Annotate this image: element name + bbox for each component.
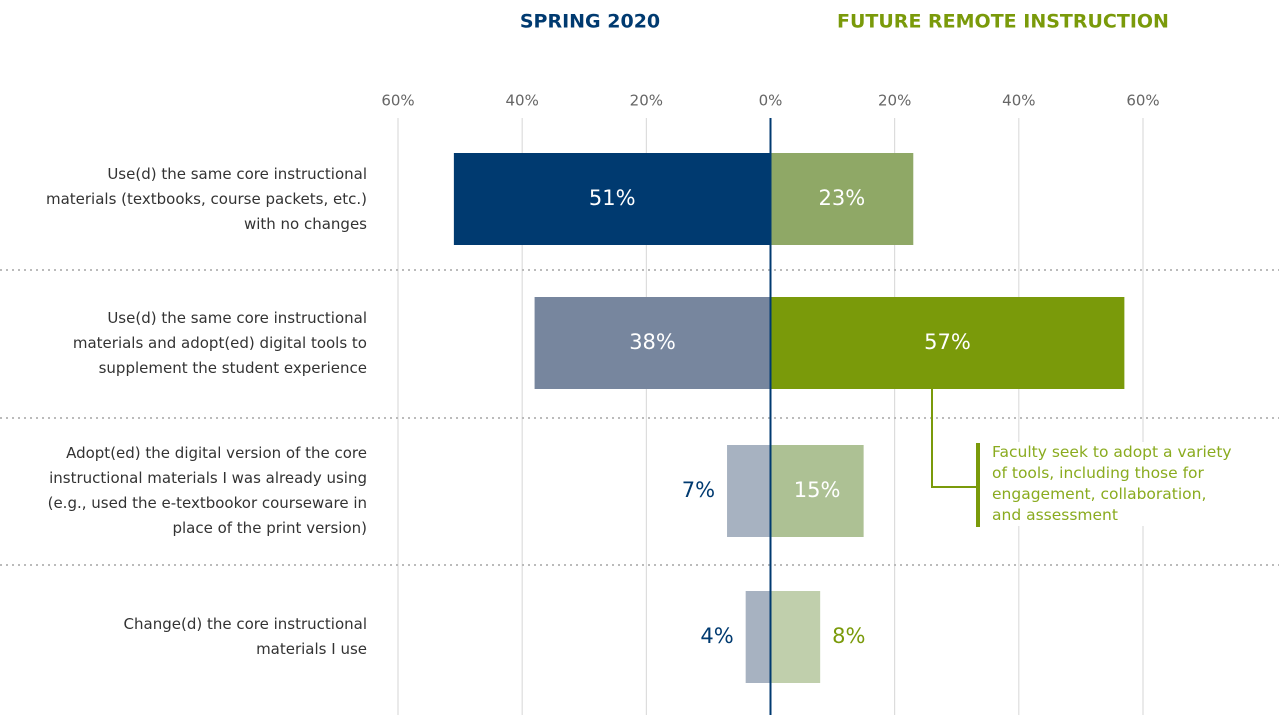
bar bbox=[453, 153, 771, 245]
bar bbox=[770, 297, 1125, 389]
x-tick-label: 0% bbox=[759, 92, 783, 110]
x-tick-label: 60% bbox=[1126, 92, 1159, 110]
bar bbox=[770, 445, 864, 537]
data-label: 15% bbox=[794, 478, 841, 502]
category-label: Use(d) the same core instructional mater… bbox=[72, 308, 367, 377]
data-label: 57% bbox=[924, 330, 971, 354]
bar bbox=[770, 153, 914, 245]
bar bbox=[745, 591, 771, 683]
x-tick-label: 40% bbox=[1002, 92, 1035, 110]
category-label: Use(d) the same core instructional mater… bbox=[45, 164, 367, 233]
bar bbox=[727, 445, 771, 537]
series-header: SPRING 2020 bbox=[520, 11, 660, 33]
x-tick-label: 40% bbox=[505, 92, 538, 110]
annotation-connector bbox=[931, 368, 978, 488]
annotation: Faculty seek to adopt a variety of tools… bbox=[986, 442, 1232, 526]
data-label: 23% bbox=[819, 186, 866, 210]
bar bbox=[770, 591, 821, 683]
data-label: 4% bbox=[700, 624, 733, 648]
data-label: 8% bbox=[832, 624, 865, 648]
bar bbox=[534, 297, 771, 389]
category-label: Change(d) the core instructional materia… bbox=[123, 615, 367, 658]
x-tick-label: 20% bbox=[878, 92, 911, 110]
category-label: Adopt(ed) the digital version of the cor… bbox=[47, 444, 367, 537]
data-label: 51% bbox=[589, 186, 636, 210]
series-header: FUTURE REMOTE INSTRUCTION bbox=[837, 11, 1169, 33]
data-label: 7% bbox=[682, 478, 715, 502]
data-label: 38% bbox=[629, 330, 676, 354]
x-tick-label: 60% bbox=[381, 92, 414, 110]
x-tick-label: 20% bbox=[630, 92, 663, 110]
